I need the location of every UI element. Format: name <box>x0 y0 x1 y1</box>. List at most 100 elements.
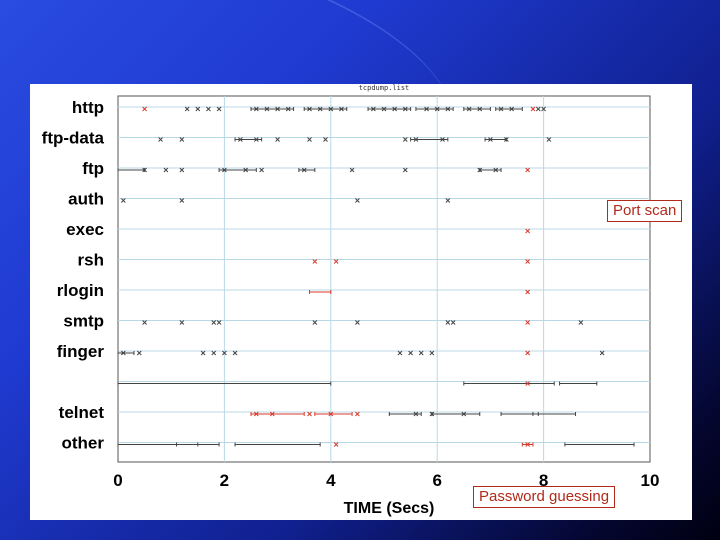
y-tick-label: smtp <box>63 312 104 331</box>
data-point <box>429 411 435 417</box>
data-point <box>445 106 451 112</box>
data-point <box>525 442 530 447</box>
data-point <box>328 411 334 417</box>
data-point <box>355 198 360 203</box>
data-point <box>333 442 339 447</box>
x-tick-label: 10 <box>641 471 660 490</box>
data-point <box>195 106 201 112</box>
data-point <box>493 167 499 173</box>
data-point <box>546 137 552 142</box>
port-scan-callout: Port scan <box>607 200 683 222</box>
password-guessing-callout: Password guessing <box>473 486 616 508</box>
y-tick-label: ftp <box>82 159 104 178</box>
data-point <box>142 106 147 112</box>
y-tick-label: auth <box>68 190 104 209</box>
data-point <box>179 320 185 325</box>
data-point <box>307 106 312 112</box>
data-point <box>339 106 344 112</box>
data-point <box>253 137 259 142</box>
data-point <box>408 350 413 356</box>
data-point <box>434 106 440 112</box>
data-point <box>142 167 147 173</box>
y-tick-label: telnet <box>59 403 105 422</box>
data-point <box>578 320 584 325</box>
data-point <box>440 137 445 142</box>
data-point <box>525 289 530 295</box>
data-point <box>200 350 206 356</box>
data-point <box>381 106 387 112</box>
data-point <box>530 106 536 112</box>
data-point <box>184 106 190 112</box>
data-point <box>264 106 270 112</box>
data-point <box>541 106 546 112</box>
x-axis-label: TIME (Secs) <box>344 500 435 517</box>
data-point <box>179 167 185 173</box>
data-point <box>120 350 126 356</box>
chart-panel: tcpdump.list 0 2 4 6 8 10 http ftp-data ftp auth ex… <box>30 84 692 520</box>
data-point <box>222 167 227 173</box>
data-point <box>179 198 185 203</box>
data-point <box>232 350 238 356</box>
data-point <box>525 259 530 264</box>
data-point <box>259 167 264 173</box>
data-point <box>307 137 312 142</box>
chart: tcpdump.list 0 2 4 6 8 10 http ftp-data ftp auth ex… <box>42 84 660 517</box>
data-point <box>312 259 318 264</box>
data-point <box>211 350 217 356</box>
data-point <box>136 350 142 356</box>
x-tick-label: 2 <box>220 471 229 490</box>
y-tick-label: finger <box>57 342 105 361</box>
data-point <box>333 259 339 264</box>
x-tick-label: 6 <box>432 471 441 490</box>
data-point <box>525 320 530 325</box>
data-point <box>163 167 169 173</box>
data-point <box>349 167 355 173</box>
data-point <box>535 106 541 112</box>
data-point <box>477 106 483 112</box>
data-point <box>445 198 451 203</box>
y-tick-label: other <box>62 434 105 453</box>
data-point <box>418 350 424 356</box>
x-tick-label: 4 <box>326 471 336 490</box>
y-tick-label: exec <box>66 220 104 239</box>
data-point <box>307 411 312 417</box>
data-point <box>253 106 259 112</box>
data-point <box>413 411 419 417</box>
chart-title: tcpdump.list <box>359 84 410 92</box>
data-point <box>323 137 328 142</box>
data-point <box>206 106 211 112</box>
data-point <box>216 320 222 325</box>
y-tick-label: ftp-data <box>42 129 105 148</box>
data-point <box>211 320 217 325</box>
data-point <box>275 106 280 112</box>
data-point <box>445 320 451 325</box>
data-point <box>222 350 227 356</box>
data-point <box>466 106 472 112</box>
data-point <box>253 411 259 417</box>
data-point <box>509 106 515 112</box>
data-point <box>402 137 408 142</box>
data-point <box>424 106 429 112</box>
data-point <box>355 320 360 325</box>
data-point <box>599 350 605 356</box>
x-tick-label: 0 <box>113 471 122 490</box>
data-point <box>269 411 275 417</box>
data-point <box>525 381 530 386</box>
plot-frame <box>117 95 651 463</box>
data-point <box>158 137 163 142</box>
data-point <box>413 137 419 142</box>
data-point <box>275 137 280 142</box>
data-point <box>328 106 334 112</box>
y-tick-label: rlogin <box>57 281 104 300</box>
data-point <box>179 137 185 142</box>
data-point <box>450 320 456 325</box>
data-point <box>461 411 467 417</box>
data-point <box>504 137 509 142</box>
y-tick-label: http <box>72 98 104 117</box>
data-point <box>238 137 243 142</box>
data-point <box>397 350 403 356</box>
data-point <box>301 167 307 173</box>
data-point <box>216 106 222 112</box>
data-point <box>488 137 493 142</box>
data-point <box>142 320 147 325</box>
